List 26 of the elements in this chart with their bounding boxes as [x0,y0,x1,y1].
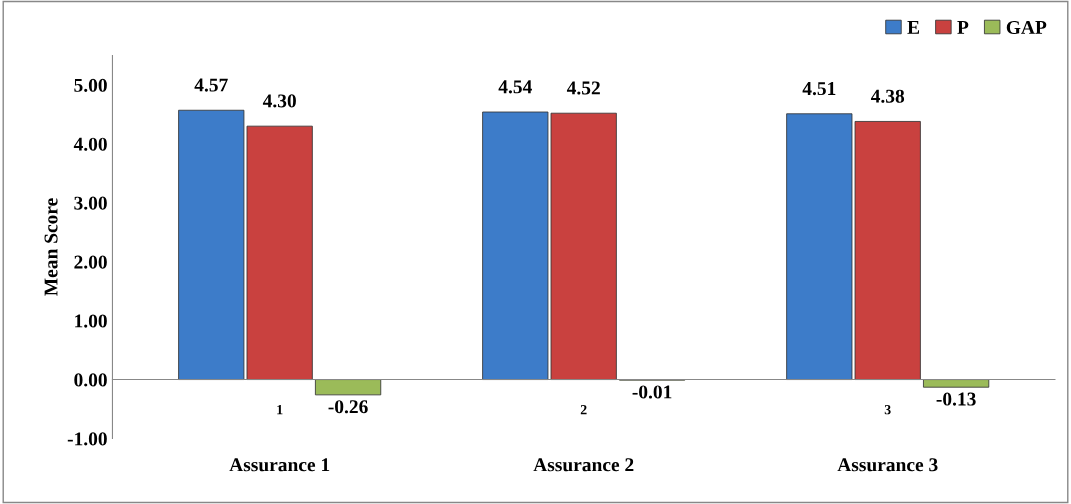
data-label: 4.54 [498,80,532,94]
x-tick-label: 1 [277,405,283,415]
y-tick-label: -1.00 [67,432,107,446]
data-label: -0.26 [328,400,368,414]
text: Assurance 2 [533,458,634,472]
text: Assurance 3 [837,458,938,472]
data-label: 4.30 [262,94,296,108]
data-label: 4.38 [870,89,905,103]
y-tick-label: 4.00 [73,137,107,151]
y-tick-label: 2.00 [74,255,107,269]
legend-label: E [907,21,920,34]
x-tick-label: 2 [580,404,587,415]
y-tick-label: 5.00 [74,78,107,92]
x-tick-label: 3 [884,404,891,415]
y-tick-label: 3.00 [74,196,107,210]
data-label: -0.01 [632,385,672,399]
data-label: -0.13 [936,392,976,406]
data-label: 4.57 [194,78,228,92]
data-label: 4.52 [566,81,600,95]
y-tick-label: 0.00 [74,373,107,387]
text: Assurance 1 [229,458,330,472]
y-axis-title: Mean Score [44,198,58,296]
legend-label: P [957,21,969,34]
data-label: 4.51 [802,82,836,96]
legend-label: GAP [1006,20,1047,34]
y-tick-label: 1.00 [75,314,107,328]
